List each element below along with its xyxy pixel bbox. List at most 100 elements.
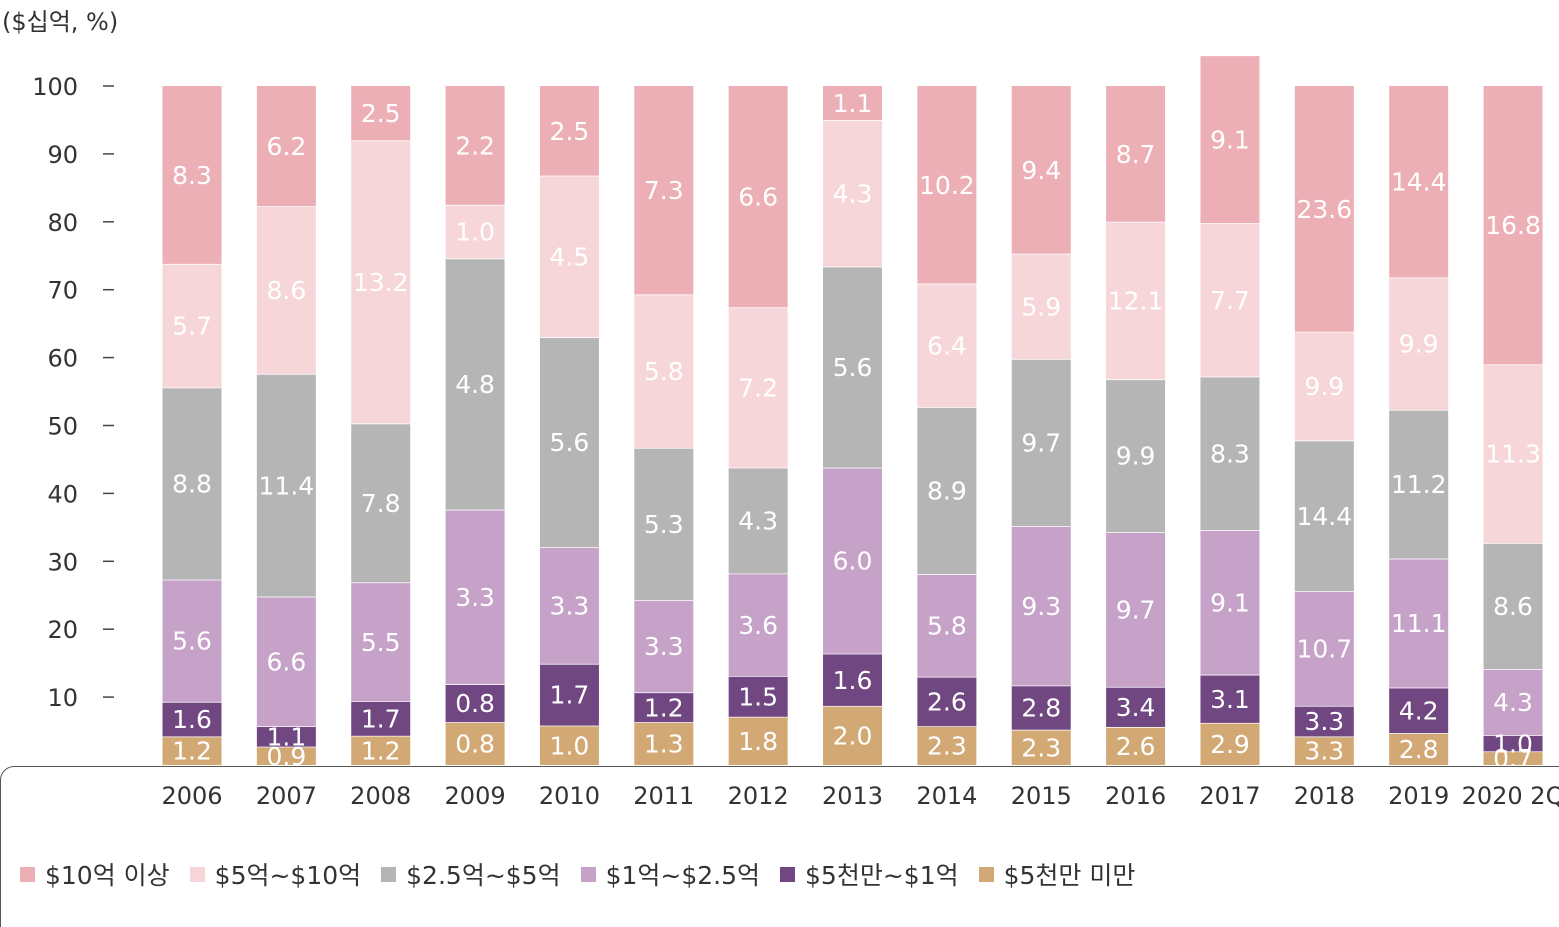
x-tick-label: 2019 — [1388, 782, 1449, 810]
y-tick-label: 30 — [47, 548, 78, 576]
bar-segment — [728, 467, 788, 574]
data-label: 1.1 — [833, 89, 873, 118]
data-label: 7.8 — [361, 489, 401, 518]
legend-item: $1억~$2.5억 — [580, 856, 760, 892]
data-label: 11.2 — [1391, 470, 1447, 499]
bar-segment — [634, 692, 694, 723]
bar-segment — [728, 676, 788, 717]
bar-segment — [539, 725, 599, 765]
bar-segment — [634, 600, 694, 693]
bar-segment — [1294, 331, 1354, 441]
y-tick-label: 70 — [47, 277, 78, 305]
bar-segment — [634, 86, 694, 295]
data-label: 1.7 — [361, 704, 401, 733]
data-label: 9.4 — [1021, 156, 1061, 185]
y-tick-label: 100 — [32, 73, 78, 101]
x-tick-label: 2015 — [1011, 782, 1072, 810]
x-axis: 2006 2007 2008 2009 2010 2011 2012 2013 2014 2015… — [161, 782, 1559, 810]
data-label: 4.3 — [1493, 688, 1533, 717]
legend-label: $10억 이상 — [45, 861, 170, 890]
data-label: 1.0 — [1493, 729, 1533, 758]
bar-group: 0.71.0 4.3 8.6 11.3 16.8 — [1483, 86, 1543, 773]
bar-group: 1.2 1.7 5.5 7.8 13.2 2.5 — [351, 86, 411, 765]
data-label: 2.5 — [550, 117, 590, 146]
bar-group: 3.33.3 10.7 14.4 9.9 23.6 — [1294, 86, 1354, 766]
bar-segment — [917, 283, 977, 408]
y-axis: 10 20 30 40 50 60 70 80 90 100 — [32, 73, 114, 712]
data-label: 2.5 — [361, 99, 401, 128]
data-label: 7.2 — [738, 373, 778, 402]
data-label: 1.3 — [644, 730, 684, 759]
data-label: 9.9 — [1116, 442, 1156, 471]
bar-group: 1.0 1.7 3.3 5.6 4.5 2.5 — [539, 86, 599, 765]
data-label: 1.2 — [644, 693, 684, 722]
bar-segment — [728, 86, 788, 308]
data-label: 3.3 — [1304, 707, 1344, 736]
legend-label: $5천만~$1억 — [805, 861, 959, 890]
bar-segment — [823, 467, 883, 654]
x-tick-label: 2011 — [633, 782, 694, 810]
bar-segment — [1106, 221, 1166, 380]
data-label: 9.9 — [1304, 372, 1344, 401]
data-label: 1.1 — [266, 722, 306, 751]
data-label: 8.3 — [1210, 439, 1250, 468]
bar-segment — [823, 119, 883, 267]
bars: 1.21.65.68.85.78.30.91.16.611.48.66.21.2… — [162, 56, 1543, 773]
x-tick-label: 2010 — [539, 782, 600, 810]
data-label: 5.9 — [1021, 292, 1061, 321]
bar-segment — [1200, 223, 1260, 377]
bar-segment — [728, 573, 788, 677]
bar-segment — [1294, 440, 1354, 592]
data-label: 3.4 — [1116, 693, 1156, 722]
bar-segment — [1011, 358, 1071, 526]
data-label: 1.0 — [455, 218, 495, 247]
legend-item: $5천만 미만 — [978, 856, 1135, 892]
bar-segment — [1011, 685, 1071, 730]
bar-segment — [917, 574, 977, 677]
bar-segment — [823, 653, 883, 706]
bar-segment — [1483, 735, 1543, 752]
bar-segment — [351, 140, 411, 424]
x-tick-label: 2009 — [445, 782, 506, 810]
legend-swatch — [780, 866, 796, 882]
x-tick-label: 2013 — [822, 782, 883, 810]
bar-group: 2.6 3.4 9.7 9.9 12.1 8.7 — [1106, 86, 1166, 765]
bar-segment — [539, 337, 599, 548]
data-label: 3.3 — [644, 632, 684, 661]
bar-segment — [1483, 364, 1543, 543]
bar-segment — [445, 86, 505, 205]
data-label: 4.5 — [550, 242, 590, 271]
data-label: 1.2 — [361, 736, 401, 765]
data-label: 3.3 — [550, 591, 590, 620]
data-label: 16.8 — [1485, 211, 1541, 240]
data-label: 5.6 — [833, 353, 873, 382]
bar-segment — [256, 726, 316, 747]
bar-segment — [445, 204, 505, 259]
bar-segment — [1200, 530, 1260, 675]
bar-group: 0.91.16.611.48.66.2 — [256, 86, 316, 771]
bar-segment — [1200, 376, 1260, 531]
y-tick-label: 60 — [47, 345, 78, 373]
data-label: 4.2 — [1399, 696, 1439, 725]
data-label: 12.1 — [1108, 287, 1164, 316]
legend-item: $10억 이상 — [20, 856, 170, 892]
data-label: 14.4 — [1391, 168, 1447, 197]
bar-group: 2.8 4.2 11.1 11.2 9.9 14.4 — [1389, 86, 1449, 765]
bar-group: 2.9 3.1 9.1 8.3 7.7 9.1 — [1200, 56, 1260, 765]
legend-item: $5억~$10억 — [189, 856, 361, 892]
data-label: 5.8 — [927, 611, 967, 640]
bar-segment — [1106, 726, 1166, 765]
bar-segment — [256, 206, 316, 374]
data-label: 11.3 — [1485, 440, 1541, 469]
data-label: 9.7 — [1116, 596, 1156, 625]
data-label: 2.8 — [1021, 694, 1061, 723]
bar-segment — [634, 447, 694, 601]
bar-segment — [1483, 542, 1543, 670]
data-label: 2.0 — [833, 721, 873, 750]
x-tick-label: 2016 — [1105, 782, 1166, 810]
data-label: 0.8 — [455, 689, 495, 718]
bar-segment — [162, 579, 222, 702]
data-label: 10.2 — [919, 171, 975, 200]
bar-segment — [1106, 686, 1166, 727]
bar-group: 2.0 1.6 6.0 5.6 4.3 1.1 — [823, 86, 883, 765]
